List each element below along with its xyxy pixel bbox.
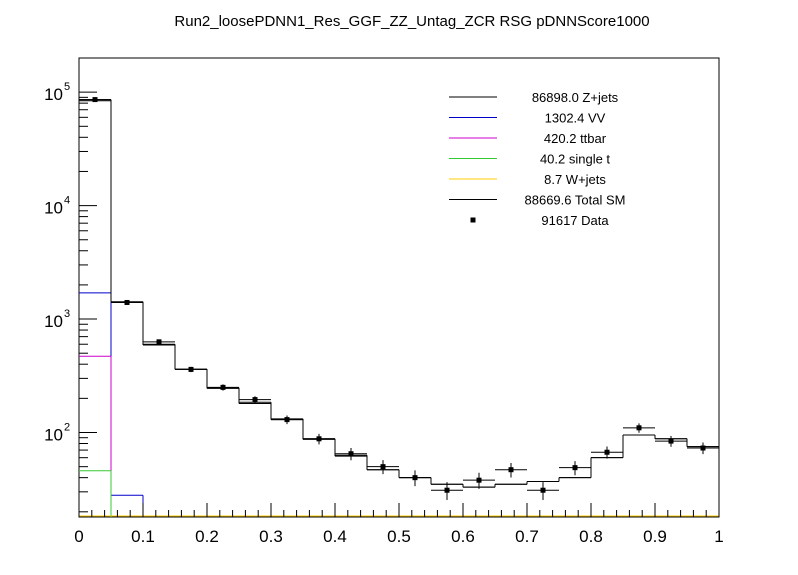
x-axis: 0 0.1 0.2 0.3 0.4 0.5 0.6 0.7 0.8 0.9 1	[74, 503, 724, 546]
data-point	[175, 366, 207, 373]
legend-label: 40.2 single t	[540, 152, 610, 167]
legend-label: 8.7 W+jets	[544, 172, 606, 187]
legend-label: 420.2 ttbar	[544, 131, 607, 146]
data-marker	[252, 397, 258, 403]
chart-title: Run2_loosePDNN1_Res_GGF_ZZ_Untag_ZCR RSG…	[174, 13, 649, 30]
histogram-single-t	[79, 470, 112, 517]
data-point	[463, 472, 495, 489]
data-point	[303, 433, 335, 445]
data-point	[495, 463, 527, 478]
x-tick-label: 0.5	[387, 527, 411, 546]
data-point	[687, 442, 719, 455]
data-points	[79, 97, 719, 500]
data-marker	[316, 436, 322, 442]
data-marker	[92, 97, 98, 103]
data-marker	[668, 438, 674, 444]
data-marker	[476, 477, 482, 483]
y-tick-label: 10 5	[44, 81, 70, 104]
data-marker	[604, 449, 610, 455]
legend-entry-single-t: 40.2 single t	[449, 152, 610, 167]
data-marker	[700, 445, 706, 451]
y-tick-label: 10 3	[44, 308, 70, 331]
data-point	[335, 447, 367, 461]
legend-entry-data: 91617 Data	[470, 213, 609, 228]
data-point	[239, 396, 271, 404]
mc-histograms	[79, 99, 720, 517]
data-point	[655, 435, 687, 447]
y-tick-label: 10 2	[44, 422, 70, 445]
data-marker	[636, 425, 642, 431]
y-tick-mantissa: 10	[44, 85, 63, 104]
data-marker	[508, 467, 514, 473]
data-marker	[444, 487, 450, 493]
x-tick-label: 0.3	[259, 527, 283, 546]
data-marker	[412, 475, 418, 481]
x-tick-label: 0.1	[131, 527, 155, 546]
data-marker	[380, 464, 386, 470]
x-tick-label: 0.2	[195, 527, 219, 546]
y-tick-exponent: 3	[64, 308, 70, 320]
data-point	[431, 482, 463, 500]
legend-label: 86898.0 Z+jets	[532, 90, 619, 105]
x-tick-label: 0.8	[579, 527, 603, 546]
data-point	[207, 384, 239, 391]
data-point	[271, 415, 303, 425]
legend-entry-total-sm: 88669.6 Total SM	[449, 193, 625, 208]
legend-label: 88669.6 Total SM	[525, 193, 626, 208]
data-point	[399, 470, 431, 487]
y-tick-exponent: 2	[64, 422, 70, 434]
data-point	[111, 299, 143, 305]
data-marker	[348, 451, 354, 457]
data-marker	[572, 465, 578, 471]
data-point	[527, 482, 559, 500]
legend-entry-z-jets: 86898.0 Z+jets	[449, 90, 619, 105]
y-tick-mantissa: 10	[44, 426, 63, 445]
y-tick-exponent: 5	[64, 81, 70, 93]
legend-label: 91617 Data	[541, 213, 609, 228]
legend: 86898.0 Z+jets 1302.4 VV 420.2 ttbar 40.2 s…	[449, 90, 625, 228]
x-tick-label: 1	[714, 527, 723, 546]
x-tick-label: 0.4	[323, 527, 347, 546]
data-marker	[156, 339, 162, 345]
x-tick-label: 0.7	[515, 527, 539, 546]
data-point	[367, 460, 399, 475]
legend-entry-vv: 1302.4 VV	[449, 111, 606, 126]
legend-entry-w-jets: 8.7 W+jets	[449, 172, 606, 187]
histogram-ttbar	[79, 355, 112, 517]
y-tick-label: 10 4	[44, 195, 70, 218]
data-point	[591, 446, 623, 459]
data-point	[79, 97, 111, 103]
data-point	[623, 423, 655, 433]
legend-marker	[470, 217, 476, 223]
x-tick-label: 0.9	[643, 527, 667, 546]
data-point	[559, 461, 591, 476]
histogram-total-sm	[79, 99, 720, 517]
data-marker	[124, 299, 130, 305]
data-marker	[284, 417, 290, 423]
data-point	[143, 339, 175, 345]
data-marker	[220, 384, 226, 390]
data-marker	[188, 366, 194, 372]
y-tick-mantissa: 10	[44, 199, 63, 218]
x-tick-label: 0.6	[451, 527, 475, 546]
legend-entry-ttbar: 420.2 ttbar	[449, 131, 607, 146]
data-marker	[540, 487, 546, 493]
legend-label: 1302.4 VV	[545, 111, 606, 126]
y-tick-exponent: 4	[64, 195, 70, 207]
x-tick-label: 0	[74, 527, 83, 546]
y-tick-mantissa: 10	[44, 312, 63, 331]
